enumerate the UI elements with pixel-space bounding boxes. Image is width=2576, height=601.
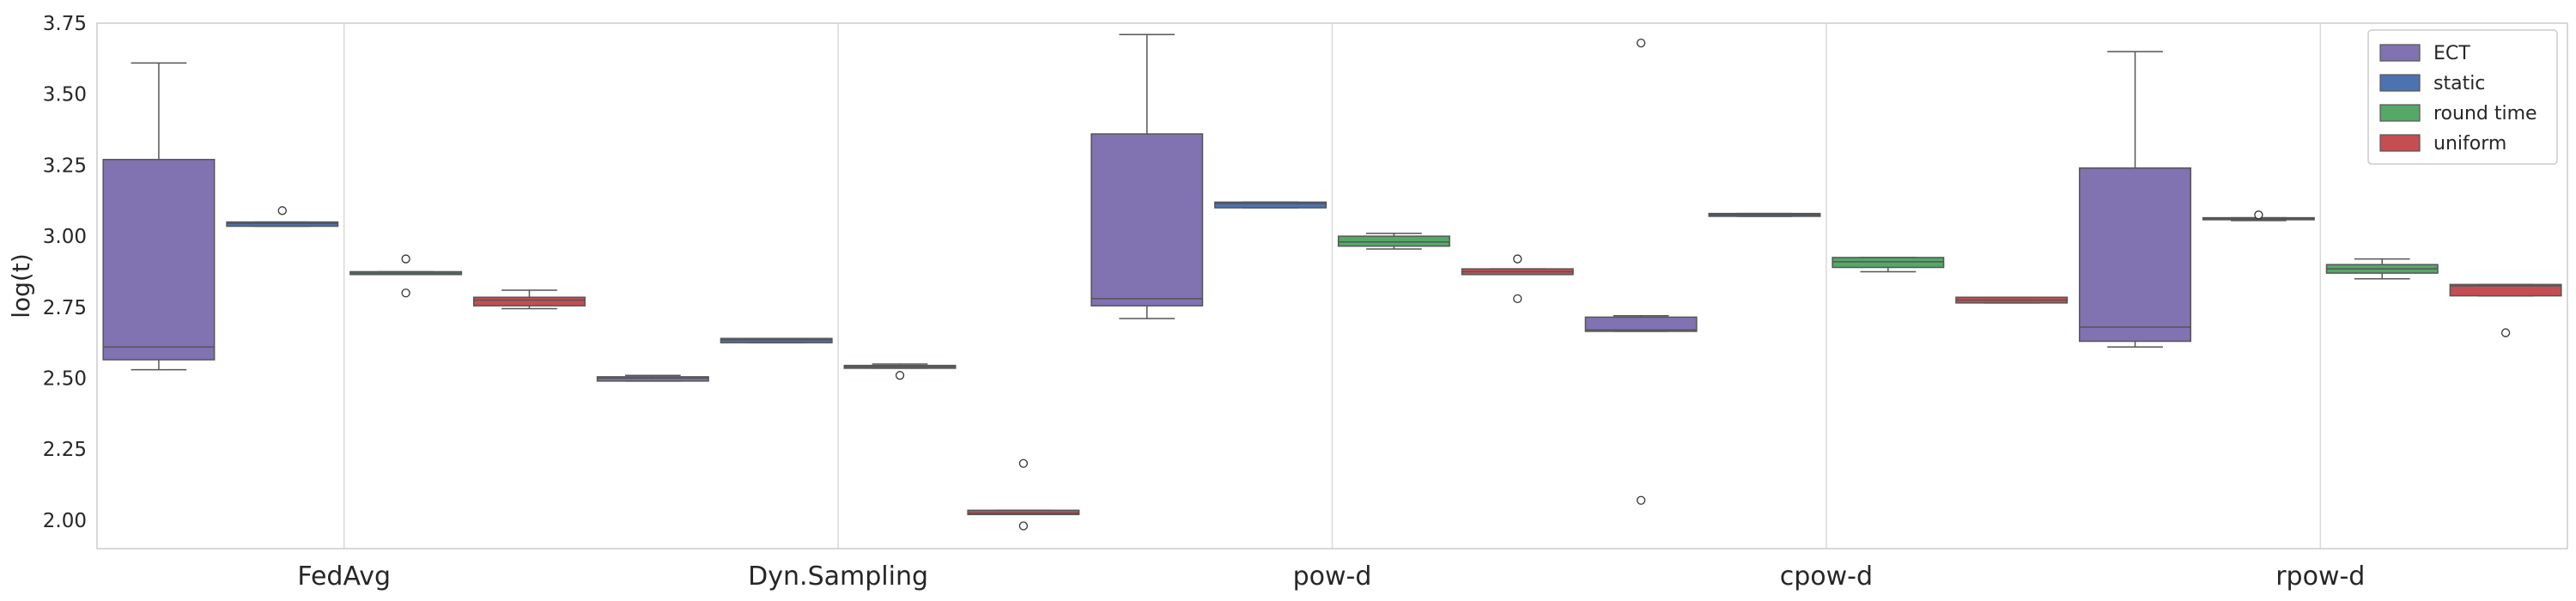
box-round-time-rpow-d — [2325, 258, 2439, 280]
box-body — [1584, 316, 1698, 332]
legend-box — [2367, 29, 2558, 165]
outlier-point — [1513, 254, 1522, 264]
legend-label: round time — [2433, 103, 2537, 124]
box-static-FedAvg — [226, 206, 339, 228]
legend-swatch — [2379, 44, 2421, 62]
box-round-time-cpow-d — [1832, 257, 1945, 273]
box-uniform-cpow-d — [1955, 296, 2069, 304]
grid-lines — [343, 23, 2322, 549]
box-body — [1091, 133, 1204, 307]
y-axis-label: log(t) — [7, 253, 35, 319]
box-ECT-Dyn.Sampling — [596, 374, 709, 382]
outlier-point — [2254, 210, 2263, 220]
y-tick-label: 3.50 — [43, 84, 87, 106]
box-body — [226, 221, 339, 228]
y-tick-label: 3.00 — [43, 226, 87, 248]
box-uniform-rpow-d — [2449, 283, 2562, 337]
box-ECT-cpow-d — [1584, 39, 1698, 505]
box-body — [2449, 283, 2562, 297]
y-tick-label: 2.75 — [43, 297, 87, 319]
box-body — [1832, 257, 1945, 269]
outlier-point — [401, 254, 410, 264]
box-body — [720, 337, 833, 343]
x-tick-label: rpow-d — [2275, 562, 2365, 592]
box-body — [1214, 201, 1327, 209]
box-uniform-pow-d — [1461, 254, 1574, 304]
legend-label: uniform — [2433, 133, 2506, 155]
box-round-time-FedAvg — [349, 254, 463, 298]
box-body — [2079, 167, 2192, 343]
y-tick-label: 2.00 — [43, 510, 87, 532]
x-tick-label: cpow-d — [1780, 562, 1873, 592]
box-ECT-FedAvg — [102, 62, 216, 371]
boxes — [102, 33, 2562, 531]
legend-label: ECT — [2433, 43, 2470, 64]
box-ECT-pow-d — [1091, 33, 1204, 319]
x-tick-label: FedAvg — [297, 562, 391, 592]
box-body — [596, 376, 709, 382]
y-tick-labels: 2.00 2.25 2.50 2.75 3.00 3.25 3.50 3.75 — [43, 13, 87, 532]
box-body — [102, 159, 216, 361]
box-uniform-FedAvg — [472, 289, 586, 310]
x-tick-labels: FedAvg Dyn.Sampling pow-d cpow-d rpow-d — [297, 562, 2365, 592]
y-tick-label: 2.50 — [43, 368, 87, 391]
y-tick-label: 3.75 — [43, 13, 87, 35]
x-tick-label: Dyn.Sampling — [748, 562, 928, 592]
y-tick-label: 3.25 — [43, 155, 87, 177]
outlier-point — [1636, 495, 1646, 505]
box-body — [1337, 235, 1450, 247]
box-round-time-pow-d — [1337, 233, 1450, 250]
legend-swatch — [2379, 74, 2421, 92]
box-static-Dyn.Sampling — [720, 337, 833, 343]
legend: ECT static round time uniform — [2367, 29, 2558, 165]
outlier-point — [277, 206, 287, 216]
legend-swatch — [2379, 104, 2421, 122]
outlier-point — [401, 288, 410, 298]
outlier-point — [1513, 294, 1522, 304]
plot-frame — [96, 22, 2568, 549]
box-body — [967, 509, 1080, 516]
outlier-point — [1018, 458, 1029, 468]
box-body — [472, 296, 586, 307]
box-static-rpow-d — [2202, 210, 2315, 222]
box-uniform-Dyn.Sampling — [967, 458, 1080, 531]
y-tick-label: 2.25 — [43, 439, 87, 461]
outlier-point — [1018, 521, 1029, 531]
box-static-cpow-d — [1708, 212, 1821, 217]
x-tick-label: pow-d — [1293, 562, 1372, 592]
outlier-point — [2500, 328, 2511, 337]
legend-label: static — [2433, 73, 2485, 94]
outlier-point — [895, 371, 905, 380]
box-static-pow-d — [1214, 201, 1327, 209]
outlier-point — [1636, 39, 1646, 48]
legend-swatch — [2379, 134, 2421, 152]
box-round-time-Dyn.Sampling — [843, 363, 957, 380]
box-ECT-rpow-d — [2079, 51, 2192, 348]
